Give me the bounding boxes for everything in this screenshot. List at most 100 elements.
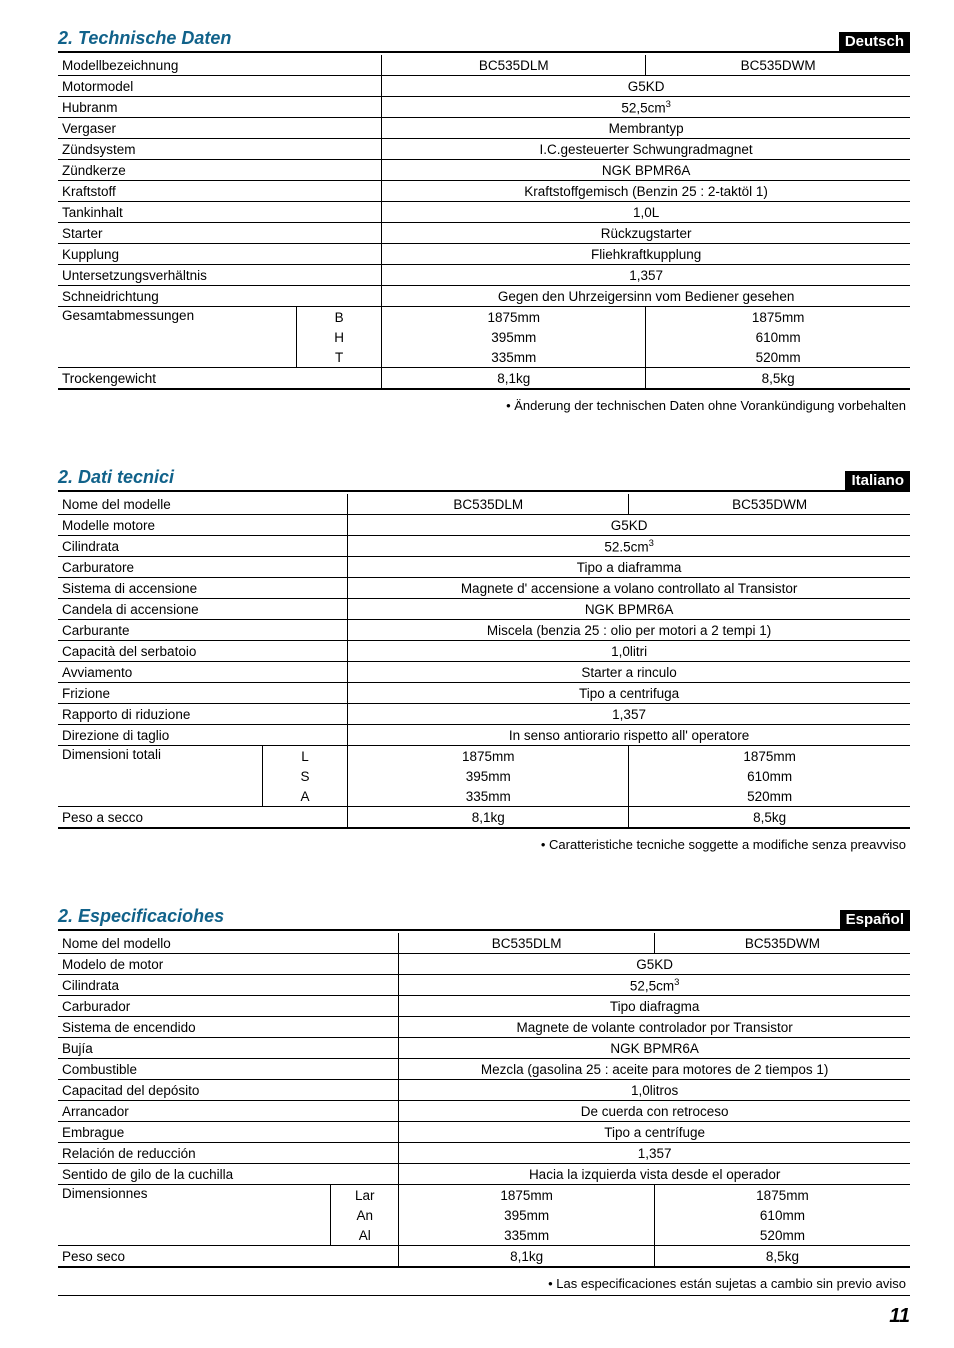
row-value: 52,5cm3	[399, 975, 910, 996]
dimension-value-1: 335mm	[382, 347, 646, 368]
table-row: Peso seco8,1kg8,5kg	[58, 1246, 910, 1268]
row-value: 1,357	[382, 265, 910, 286]
row-label: Modelle motore	[58, 515, 348, 536]
row-value: Kraftstoffgemisch (Benzin 25 : 2-taktöl …	[382, 181, 910, 202]
row-value: 1,0litri	[348, 641, 910, 662]
language-badge: Deutsch	[839, 32, 910, 51]
row-label: Bujía	[58, 1038, 399, 1059]
section-header: 2. Technische DatenDeutsch	[58, 28, 910, 53]
row-label: Combustible	[58, 1059, 399, 1080]
table-row: FrizioneTipo a centrifuga	[58, 683, 910, 704]
row-label: Cilindrata	[58, 975, 399, 996]
language-badge: Español	[840, 910, 910, 929]
table-row: KupplungFliehkraftkupplung	[58, 244, 910, 265]
table-row: ModellbezeichnungBC535DLMBC535DWM	[58, 55, 910, 76]
table-row: VergaserMembrantyp	[58, 118, 910, 139]
section-title: 2. Dati tecnici	[58, 467, 174, 488]
row-value: Hacia la izquierda vista desde el operad…	[399, 1164, 910, 1185]
spec-section: 2. Technische DatenDeutschModellbezeichn…	[58, 28, 910, 413]
spec-section: 2. Especificaciohes Español Nome del model…	[58, 906, 910, 1291]
row-label: Sistema de encendido	[58, 1017, 399, 1038]
table-row: Hubranm52,5cm3	[58, 97, 910, 118]
row-label: Nome del modelle	[58, 494, 348, 515]
dimension-sub: L	[262, 746, 347, 767]
row-value: Magnete d' accensione a volano controlla…	[348, 578, 910, 599]
row-label: Motormodel	[58, 76, 382, 97]
dimension-value-1: 395mm	[348, 766, 629, 786]
row-value: 1,0L	[382, 202, 910, 223]
row-value: G5KD	[382, 76, 910, 97]
dimension-value-1: 1875mm	[382, 307, 646, 328]
row-label: Frizione	[58, 683, 348, 704]
dimensions-label: Dimensioni totali	[58, 746, 262, 807]
dimension-value-2: 1875mm	[654, 1185, 910, 1206]
row-label: Nome del modello	[58, 933, 399, 954]
row-value: G5KD	[348, 515, 910, 536]
table-row: Sistema de encendidoMagnete de volante c…	[58, 1017, 910, 1038]
dimension-sub: H	[297, 327, 382, 347]
weight-label: Peso seco	[58, 1246, 399, 1268]
table-row: Nome del modelloBC535DLMBC535DWM	[58, 933, 910, 954]
weight-value-1: 8,1kg	[348, 807, 629, 829]
row-label: Embrague	[58, 1122, 399, 1143]
dimension-value-1: 335mm	[399, 1225, 655, 1246]
row-label: Zündsystem	[58, 139, 382, 160]
row-value: Tipo a centrifuga	[348, 683, 910, 704]
table-row: Trockengewicht8,1kg8,5kg	[58, 368, 910, 390]
row-label: Tankinhalt	[58, 202, 382, 223]
dimension-value-2: 610mm	[629, 766, 910, 786]
table-row: DimensionnesLar1875mm1875mm	[58, 1185, 910, 1206]
row-label: Capacitad del depósito	[58, 1080, 399, 1101]
dimension-sub: Al	[331, 1225, 399, 1246]
row-label: Modelo de motor	[58, 954, 399, 975]
row-value: 1,0litros	[399, 1080, 910, 1101]
table-row: Cilindrata52.5cm3	[58, 536, 910, 557]
table-row: Direzione di taglioIn senso antiorario r…	[58, 725, 910, 746]
row-value: Gegen den Uhrzeigersinn vom Bediener ges…	[382, 286, 910, 307]
dimension-value-2: 610mm	[646, 327, 910, 347]
table-row: Capacitad del depósito1,0litros	[58, 1080, 910, 1101]
dimension-sub: S	[262, 766, 347, 786]
dimension-sub: An	[331, 1205, 399, 1225]
row-label: Candela di accensione	[58, 599, 348, 620]
table-row: KraftstoffKraftstoffgemisch (Benzin 25 :…	[58, 181, 910, 202]
row-label: Kupplung	[58, 244, 382, 265]
row-value-1: BC535DLM	[399, 933, 655, 954]
weight-label: Peso a secco	[58, 807, 348, 829]
row-label: Carburatore	[58, 557, 348, 578]
spec-table: Nome del modelleBC535DLMBC535DWMModelle …	[58, 494, 910, 829]
dimensions-label: Dimensionnes	[58, 1185, 331, 1246]
table-row: Peso a secco8,1kg8,5kg	[58, 807, 910, 829]
row-value: 1,357	[399, 1143, 910, 1164]
section-note: • Las especificaciones están sujetas a c…	[58, 1276, 910, 1291]
table-row: SchneidrichtungGegen den Uhrzeigersinn v…	[58, 286, 910, 307]
row-label: Starter	[58, 223, 382, 244]
dimension-sub: T	[297, 347, 382, 368]
page-number: 11	[889, 1305, 910, 1328]
dimension-value-2: 1875mm	[646, 307, 910, 328]
table-row: Nome del modelleBC535DLMBC535DWM	[58, 494, 910, 515]
row-value: NGK BPMR6A	[348, 599, 910, 620]
table-row: StarterRückzugstarter	[58, 223, 910, 244]
table-row: Cilindrata52,5cm3	[58, 975, 910, 996]
row-label: Direzione di taglio	[58, 725, 348, 746]
table-row: Modelle motoreG5KD	[58, 515, 910, 536]
row-label: Vergaser	[58, 118, 382, 139]
table-row: Dimensioni totaliL1875mm1875mm	[58, 746, 910, 767]
table-row: ZündsystemI.C.gesteuerter Schwungradmagn…	[58, 139, 910, 160]
row-label: Sentido de gilo de la cuchilla	[58, 1164, 399, 1185]
weight-label: Trockengewicht	[58, 368, 382, 390]
row-value: 1,357	[348, 704, 910, 725]
row-value: De cuerda con retroceso	[399, 1101, 910, 1122]
table-row: CarburatoreTipo a diaframma	[58, 557, 910, 578]
table-row: Tankinhalt1,0L	[58, 202, 910, 223]
section-header: 2. Dati tecniciItaliano	[58, 467, 910, 492]
section-title: 2. Especificaciohes	[58, 906, 224, 927]
dimension-value-2: 520mm	[629, 786, 910, 807]
row-value: 52.5cm3	[348, 536, 910, 557]
row-value: Rückzugstarter	[382, 223, 910, 244]
section-header: 2. Especificaciohes Español	[58, 906, 910, 931]
row-label: Sistema di accensione	[58, 578, 348, 599]
row-value-2: BC535DWM	[629, 494, 910, 515]
row-value: Tipo a centrífuge	[399, 1122, 910, 1143]
